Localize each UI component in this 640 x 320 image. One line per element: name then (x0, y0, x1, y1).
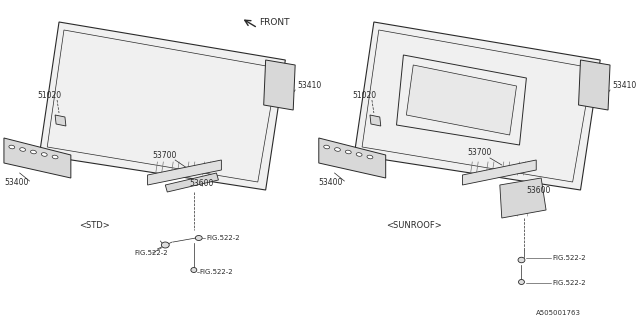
Text: 53410: 53410 (297, 81, 321, 90)
Polygon shape (264, 60, 295, 110)
Text: FIG.522-2: FIG.522-2 (552, 255, 586, 261)
Text: A505001763: A505001763 (536, 310, 581, 316)
Polygon shape (319, 138, 386, 178)
Text: FIG.522-2: FIG.522-2 (207, 235, 240, 241)
Text: 53700: 53700 (467, 148, 492, 156)
Text: 53700: 53700 (152, 150, 177, 159)
Text: FIG.522-2: FIG.522-2 (135, 250, 168, 256)
Text: 51020: 51020 (37, 91, 61, 100)
Ellipse shape (20, 148, 26, 151)
Ellipse shape (324, 145, 330, 149)
Polygon shape (4, 138, 71, 178)
Polygon shape (500, 178, 546, 218)
Polygon shape (406, 65, 516, 135)
Polygon shape (463, 160, 536, 185)
Text: 53400: 53400 (319, 178, 343, 187)
Text: 53600: 53600 (526, 186, 551, 195)
Polygon shape (55, 115, 66, 126)
Ellipse shape (356, 153, 362, 156)
Ellipse shape (191, 268, 196, 273)
Polygon shape (39, 22, 285, 190)
Ellipse shape (335, 148, 340, 151)
Ellipse shape (31, 150, 36, 154)
Ellipse shape (367, 155, 373, 159)
Text: FIG.522-2: FIG.522-2 (200, 269, 234, 275)
Polygon shape (579, 60, 610, 110)
Polygon shape (354, 22, 600, 190)
Polygon shape (148, 160, 221, 185)
Ellipse shape (9, 145, 15, 149)
Ellipse shape (42, 153, 47, 156)
Ellipse shape (195, 236, 202, 241)
Ellipse shape (161, 242, 169, 248)
Text: 53400: 53400 (4, 178, 28, 187)
Text: FRONT: FRONT (259, 18, 289, 27)
Polygon shape (165, 173, 218, 192)
Text: <SUNROOF>: <SUNROOF> (386, 220, 442, 229)
Text: 53410: 53410 (612, 81, 636, 90)
Text: FIG.522-2: FIG.522-2 (552, 280, 586, 286)
Text: 51020: 51020 (352, 91, 376, 100)
Polygon shape (397, 55, 526, 145)
Ellipse shape (518, 279, 524, 284)
Polygon shape (370, 115, 381, 126)
Ellipse shape (52, 155, 58, 159)
Text: <STD>: <STD> (79, 220, 109, 229)
Text: 53600: 53600 (189, 179, 213, 188)
Ellipse shape (518, 257, 525, 263)
Ellipse shape (346, 150, 351, 154)
